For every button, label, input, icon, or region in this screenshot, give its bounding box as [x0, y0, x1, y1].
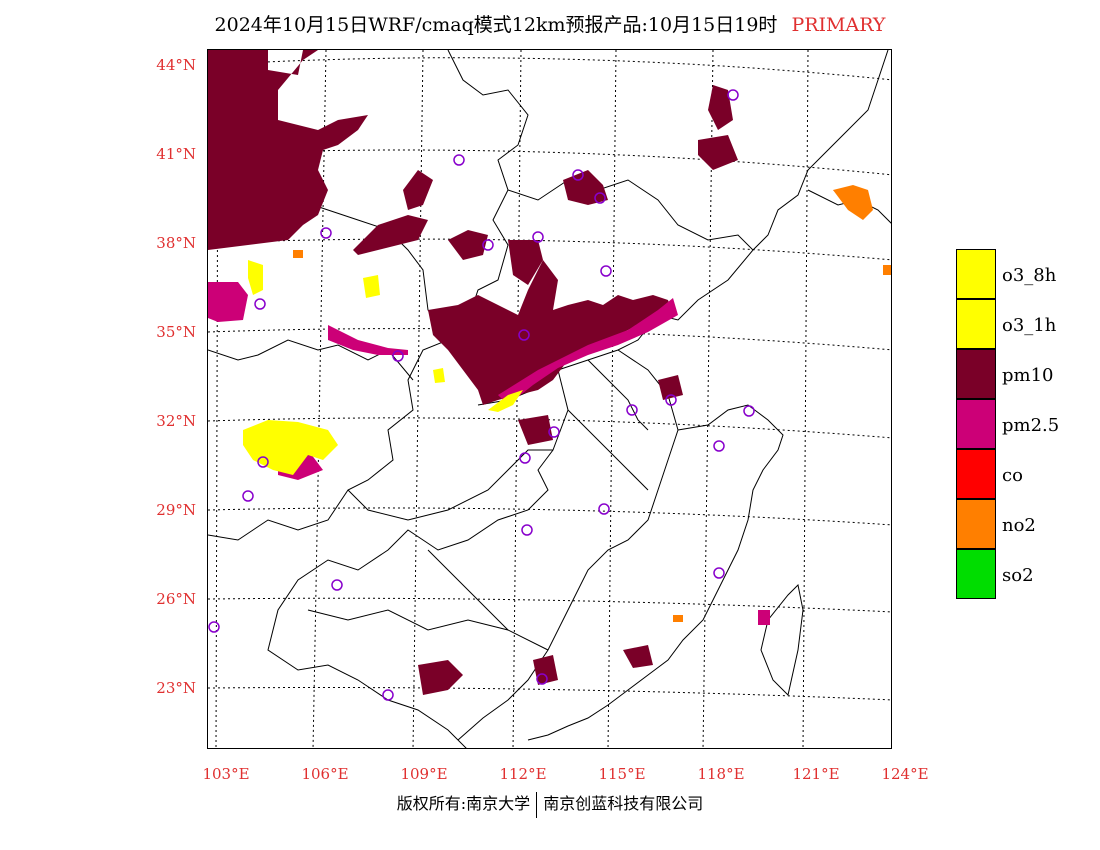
legend-label: pm10	[1002, 365, 1054, 386]
primary-tag: PRIMARY	[791, 14, 886, 36]
map-title: 2024年10月15日WRF/cmaq模式12km预报产品:10月15日19时 P…	[0, 10, 1100, 37]
copyright-divider	[536, 791, 538, 818]
legend-swatch	[956, 549, 996, 599]
copyright-right: 南京创蓝科技有限公司	[543, 794, 704, 813]
lat-label-26: 26°N	[156, 590, 196, 608]
map-panel	[207, 49, 892, 749]
copyright-footer: 版权所有:南京大学 南京创蓝科技有限公司	[0, 790, 1100, 818]
lon-label-115: 115°E	[598, 765, 646, 783]
pollution-map	[208, 50, 891, 748]
lon-label-124: 124°E	[881, 765, 929, 783]
city-markers	[208, 89, 755, 701]
lat-label-23: 23°N	[156, 679, 196, 697]
lat-label-41: 41°N	[156, 145, 196, 163]
title-text: 2024年10月15日WRF/cmaq模式12km预报产品:10月15日19时	[214, 14, 778, 36]
lon-label-109: 109°E	[400, 765, 448, 783]
legend-label: so2	[1002, 565, 1034, 586]
o3-regions	[243, 260, 523, 475]
legend-swatch	[956, 399, 996, 449]
legend-swatch	[956, 349, 996, 399]
legend-label: o3_1h	[1002, 315, 1057, 336]
legend-label: co	[1002, 465, 1023, 486]
lon-label-121: 121°E	[792, 765, 840, 783]
lat-label-32: 32°N	[156, 412, 196, 430]
legend-label: no2	[1002, 515, 1036, 536]
lat-label-44: 44°N	[156, 56, 196, 74]
lon-label-103: 103°E	[202, 765, 250, 783]
legend-swatch	[956, 249, 996, 299]
boundaries	[208, 50, 891, 748]
legend-swatch	[956, 449, 996, 499]
legend-label: o3_8h	[1002, 265, 1057, 286]
lat-label-35: 35°N	[156, 323, 196, 341]
legend-swatch	[956, 499, 996, 549]
lon-label-118: 118°E	[697, 765, 745, 783]
legend-swatch	[956, 299, 996, 349]
lon-label-106: 106°E	[301, 765, 349, 783]
lat-label-38: 38°N	[156, 234, 196, 252]
lat-label-29: 29°N	[156, 501, 196, 519]
pm10-regions	[208, 50, 738, 695]
no2-regions	[293, 185, 891, 622]
copyright-left: 版权所有:南京大学	[396, 794, 531, 813]
lon-label-112: 112°E	[499, 765, 547, 783]
legend-label: pm2.5	[1002, 415, 1060, 436]
